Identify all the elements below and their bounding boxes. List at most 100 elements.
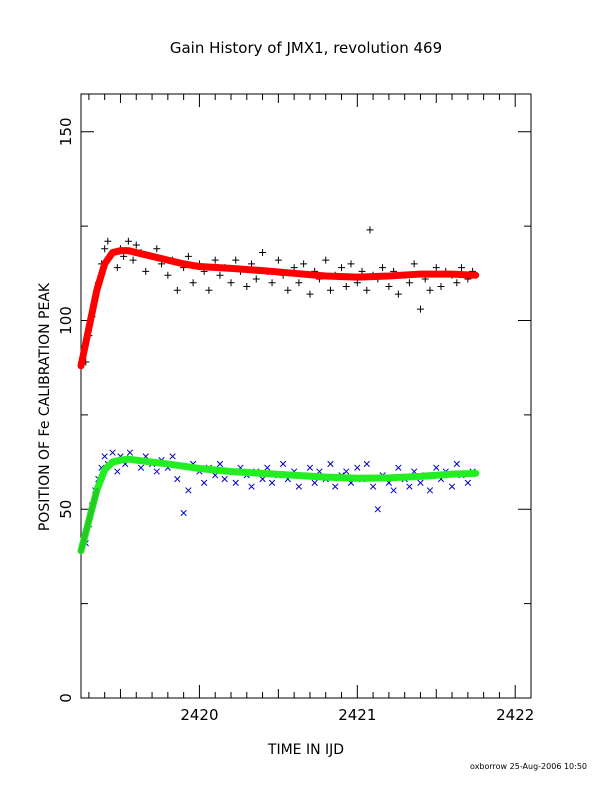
upper-data-point <box>416 305 424 313</box>
x-tick-label: 2420 <box>180 706 218 724</box>
x-tick-label: 2421 <box>338 706 376 724</box>
upper-data-point <box>129 256 137 264</box>
upper-data-point <box>142 267 150 275</box>
upper-data-point <box>268 279 276 287</box>
y-tick-label: 0 <box>57 693 75 703</box>
upper-data-point <box>205 286 213 294</box>
upper-data-point <box>227 279 235 287</box>
plot-area <box>77 226 480 555</box>
upper-data-point <box>394 290 402 298</box>
upper-data-point <box>295 279 303 287</box>
lower-data-point <box>114 468 121 475</box>
lower-data-point <box>343 468 350 475</box>
y-axis-label: POSITION OF Fe CALIBRATION PEAK <box>37 282 53 531</box>
lower-data-point <box>268 479 276 486</box>
upper-data-point <box>363 286 371 294</box>
lower-data-point <box>109 449 116 456</box>
upper-data-point <box>259 249 267 257</box>
upper-data-point <box>385 283 393 291</box>
plot-frame <box>80 93 532 699</box>
upper-data-point-group <box>82 226 477 366</box>
lower-data-point <box>363 460 370 468</box>
upper-data-point <box>347 260 355 268</box>
upper-data-point <box>252 275 260 283</box>
upper-data-point <box>326 286 334 294</box>
lower-data-point <box>101 453 108 460</box>
upper-data-point <box>284 286 292 294</box>
lower-data-point <box>180 509 187 517</box>
lower-data-point <box>332 483 339 490</box>
upper-data-point <box>322 256 330 264</box>
lower-data-point <box>417 479 424 486</box>
upper-data-point <box>453 279 461 287</box>
upper-data-point <box>101 245 109 253</box>
upper-data-point <box>366 226 374 234</box>
upper-data-point <box>248 260 256 268</box>
x-tick-label: 2422 <box>496 706 534 724</box>
axis-tick-labels: 0 50 100 150 2420 2421 2422 <box>57 117 534 724</box>
upper-data-point <box>153 245 161 253</box>
lower-data-point <box>369 483 377 490</box>
lower-data-point <box>201 479 208 486</box>
lower-fit-line <box>77 455 480 555</box>
chart-title: Gain History of JMX1, revolution 469 <box>170 39 442 57</box>
y-tick-label: 150 <box>57 117 75 146</box>
lower-data-point <box>248 483 255 490</box>
lower-data-point <box>395 464 402 471</box>
upper-data-point <box>426 286 434 294</box>
lower-data-point <box>221 475 228 483</box>
lower-data-point <box>354 464 361 471</box>
lower-data-point <box>374 506 381 513</box>
upper-data-point <box>216 271 224 279</box>
lower-fit-line-start <box>78 487 100 554</box>
lower-data-point <box>448 483 456 490</box>
lower-data-point <box>174 475 181 483</box>
upper-data-point <box>113 264 121 272</box>
lower-data-point <box>279 460 287 468</box>
upper-data-point <box>184 252 192 260</box>
upper-data-point <box>379 264 387 272</box>
upper-data-point <box>405 279 413 287</box>
upper-fit-line <box>77 247 480 370</box>
upper-data-point <box>132 241 140 249</box>
upper-data-point <box>274 256 282 264</box>
upper-data-point <box>104 237 112 245</box>
lower-data-point <box>306 464 314 471</box>
upper-data-point <box>164 271 172 279</box>
lower-data-point <box>426 487 434 494</box>
upper-data-point <box>432 264 440 272</box>
upper-data-point <box>173 286 181 294</box>
upper-data-point <box>243 283 251 291</box>
lower-data-point <box>406 483 413 490</box>
lower-data-point <box>433 464 440 471</box>
upper-data-point <box>342 283 350 291</box>
lower-data-point <box>185 487 192 494</box>
upper-data-point <box>232 256 240 264</box>
lower-data-point <box>137 464 145 471</box>
lower-data-point <box>453 460 460 468</box>
lower-data-point <box>153 468 160 475</box>
upper-data-point <box>189 279 197 287</box>
credit-stamp: oxborrow 25-Aug-2006 10:50 <box>470 762 587 771</box>
upper-data-point <box>437 283 445 291</box>
upper-data-point <box>306 290 314 298</box>
lower-data-point <box>327 460 334 468</box>
upper-data-point <box>458 264 466 272</box>
upper-data-point <box>211 256 219 264</box>
upper-data-point <box>300 260 308 268</box>
lower-data-point <box>295 483 303 490</box>
lower-data-point <box>216 460 224 468</box>
lower-data-point <box>311 479 318 486</box>
lower-data-point <box>264 464 271 471</box>
axis-ticks <box>81 94 532 699</box>
upper-data-point <box>410 260 418 268</box>
lower-data-point <box>169 453 176 460</box>
lower-data-point <box>390 487 397 494</box>
upper-data-point <box>338 264 346 272</box>
y-tick-label: 100 <box>57 306 75 335</box>
lower-data-point <box>464 479 471 486</box>
upper-data-point <box>124 237 132 245</box>
y-tick-label: 50 <box>57 500 75 519</box>
lower-data-point <box>232 479 239 486</box>
